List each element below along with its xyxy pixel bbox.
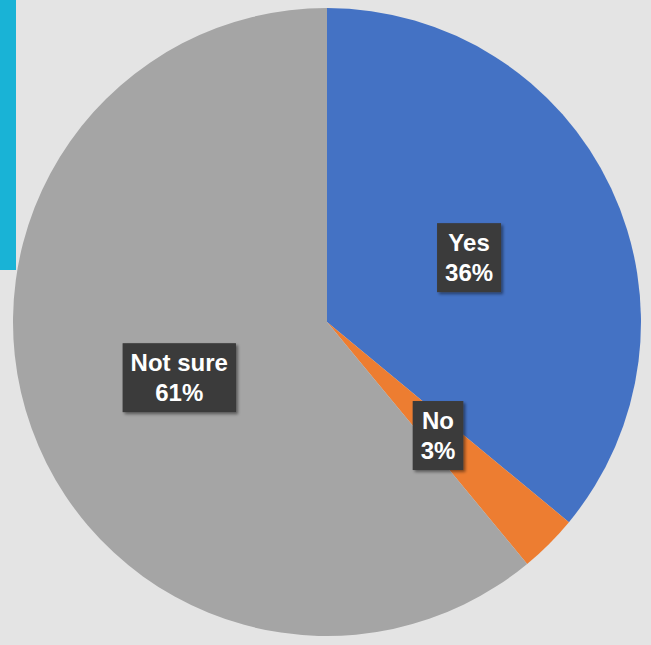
data-label: No 3% <box>413 401 464 470</box>
category-label: Not sure <box>131 349 228 376</box>
data-label: Not sure 61% <box>123 343 236 412</box>
value-label: 3% <box>421 437 456 464</box>
data-label-text: Not sure 61% <box>131 349 228 406</box>
label-box <box>437 223 501 292</box>
slice <box>13 8 527 636</box>
label-box <box>413 401 464 470</box>
accent-bar <box>0 0 16 270</box>
data-label: Yes 36% <box>437 223 501 292</box>
data-label-text: No 3% <box>421 407 456 464</box>
background <box>0 0 651 645</box>
value-label: 36% <box>445 259 493 286</box>
category-label: Yes <box>448 229 489 256</box>
pie <box>13 8 641 636</box>
label-box <box>123 343 236 412</box>
chart: Yes 36% No 3% Not sure 61% <box>0 0 651 645</box>
value-label: 61% <box>155 379 203 406</box>
category-label: No <box>422 407 454 434</box>
data-labels: Yes 36% No 3% Not sure 61% <box>123 223 501 470</box>
data-label-text: Yes 36% <box>445 229 493 286</box>
